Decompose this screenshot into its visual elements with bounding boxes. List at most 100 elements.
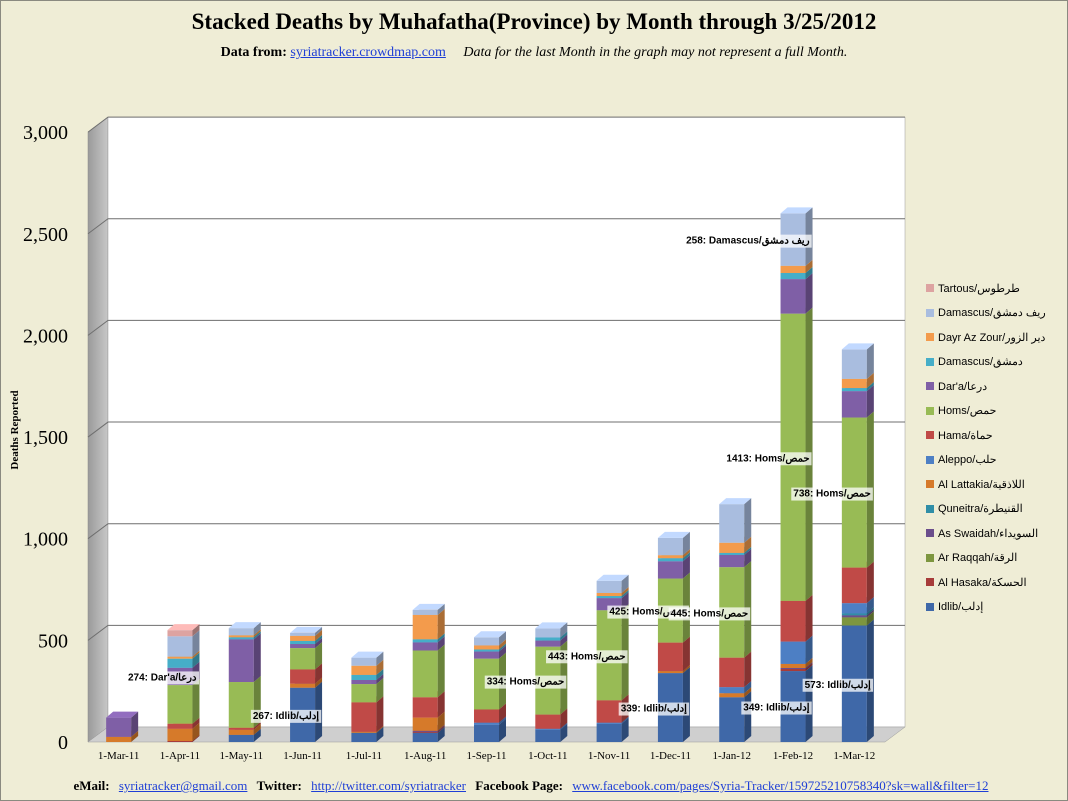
legend-item: Hama/حماة bbox=[926, 423, 1066, 448]
legend-item: Ar Raqqah/الرقة bbox=[926, 546, 1066, 571]
x-tick-label: 1-Sep-11 bbox=[467, 750, 507, 762]
legend-item: As Swaidah/السويداء bbox=[926, 521, 1066, 546]
facebook-label: Facebook Page: bbox=[475, 778, 563, 793]
svg-text:1413: Homs/حمص: 1413: Homs/حمص bbox=[726, 453, 809, 464]
bar-segment bbox=[228, 622, 261, 636]
bar-segment bbox=[412, 644, 445, 698]
legend-swatch bbox=[926, 406, 934, 415]
bar-segment bbox=[780, 273, 813, 314]
data-annotation: 339: Idlib/إدلب bbox=[618, 702, 690, 716]
legend-swatch bbox=[926, 357, 934, 366]
bar-segment bbox=[719, 498, 752, 543]
x-tick-label: 1-Mar-12 bbox=[833, 750, 875, 762]
legend-swatch bbox=[926, 431, 934, 440]
bar-segment bbox=[474, 631, 506, 646]
legend-swatch bbox=[926, 504, 934, 513]
svg-text:274: Dar'a/درعا: 274: Dar'a/درعا bbox=[128, 672, 197, 683]
legend-swatch bbox=[926, 333, 934, 342]
twitter-label: Twitter: bbox=[256, 778, 302, 793]
svg-text:339: Idlib/إدلب: 339: Idlib/إدلب bbox=[621, 704, 687, 715]
data-annotation: 334: Homs/حمص bbox=[484, 675, 567, 689]
y-tick-label: 1,000 bbox=[23, 529, 68, 551]
legend-item: Aleppo/حلب bbox=[926, 448, 1066, 473]
legend-item: Quneitra/القنيطرة bbox=[926, 497, 1066, 522]
legend-swatch bbox=[926, 529, 934, 538]
legend-item: Damascus/دمشق bbox=[926, 350, 1066, 375]
legend-label: As Swaidah/السويداء bbox=[938, 527, 1039, 540]
legend-label: Damascus/ريف دمشق bbox=[938, 307, 1046, 320]
gridline bbox=[87, 523, 905, 540]
legend-item: Dar'a/درعا bbox=[926, 374, 1066, 399]
gridline bbox=[87, 624, 905, 641]
x-tick-label: 1-Aug-11 bbox=[404, 750, 446, 762]
svg-text:334: Homs/حمص: 334: Homs/حمص bbox=[487, 677, 565, 688]
legend-swatch bbox=[926, 455, 934, 464]
data-source-link[interactable]: syriatracker.crowdmap.com bbox=[290, 45, 446, 60]
bar-segment bbox=[228, 633, 261, 683]
legend-swatch bbox=[926, 284, 934, 293]
gridline bbox=[87, 116, 905, 133]
legend-item: Dayr Az Zour/دير الزور bbox=[926, 325, 1066, 350]
legend-swatch bbox=[926, 382, 934, 391]
legend-label: Quneitra/القنيطرة bbox=[938, 503, 1023, 516]
y-tick-label: 0 bbox=[58, 732, 68, 754]
bar-segment bbox=[167, 624, 200, 637]
bar-segment bbox=[841, 343, 874, 379]
legend-label: Damascus/دمشق bbox=[938, 356, 1023, 369]
legend-label: Idlib/إدلب bbox=[938, 601, 984, 614]
data-annotation: 274: Dar'a/درعا bbox=[125, 671, 200, 685]
data-annotation: 738: Homs/حمص bbox=[791, 487, 873, 501]
gridline bbox=[87, 218, 905, 235]
chart-title: Stacked Deaths by Muhafatha(Province) by… bbox=[191, 9, 877, 34]
x-tick-label: 1-Jun-11 bbox=[283, 750, 322, 762]
x-tick-label: 1-Jul-11 bbox=[346, 750, 382, 762]
data-annotation: 349: Idlib/إدلب bbox=[741, 701, 812, 715]
svg-text:258: Damascus/ريف دمشق: 258: Damascus/ريف دمشق bbox=[686, 236, 810, 247]
x-tick-label: 1-Mar-11 bbox=[98, 750, 140, 762]
y-tick-label: 2,500 bbox=[23, 224, 68, 246]
svg-text:573: Idlib/إدلب: 573: Idlib/إدلب bbox=[805, 680, 871, 691]
legend-item: Al Hasaka/الحسكة bbox=[926, 570, 1066, 595]
footer: eMail: syriatracker@gmail.com Twitter: h… bbox=[0, 778, 1068, 794]
legend-item: Damascus/ريف دمشق bbox=[926, 301, 1066, 326]
data-from-label: Data from: bbox=[220, 45, 287, 60]
x-tick-label: 1-Dec-11 bbox=[650, 750, 691, 762]
data-annotation: 425: Homs/حمص bbox=[607, 605, 689, 619]
chart-legend: Tartous/طرطوس Damascus/ريف دمشق Dayr Az Zo… bbox=[926, 276, 1066, 619]
svg-text:738: Homs/حمص: 738: Homs/حمص bbox=[793, 489, 871, 500]
svg-text:443: Homs/حمص: 443: Homs/حمص bbox=[548, 651, 626, 662]
data-source-line: Data from: syriatracker.crowdmap.com Dat… bbox=[0, 45, 1068, 61]
bar-segment bbox=[719, 691, 752, 742]
legend-label: Tartous/طرطوس bbox=[938, 282, 1020, 295]
x-tick-label: 1-Oct-11 bbox=[528, 750, 567, 762]
x-tick-label: 1-May-11 bbox=[219, 750, 263, 762]
bar-segment bbox=[657, 531, 690, 556]
svg-text:349: Idlib/إدلب: 349: Idlib/إدلب bbox=[743, 703, 809, 714]
legend-item: Homs/حمص bbox=[926, 399, 1066, 424]
legend-swatch bbox=[926, 308, 934, 317]
legend-label: Homs/حمص bbox=[938, 405, 997, 418]
twitter-link[interactable]: http://twitter.com/syriatracker bbox=[311, 778, 467, 793]
bar-segment bbox=[290, 626, 323, 636]
bar-segment bbox=[106, 711, 139, 737]
legend-swatch bbox=[926, 602, 934, 611]
bar-segment bbox=[535, 622, 568, 638]
legend-swatch bbox=[926, 578, 934, 587]
legend-label: Al Hasaka/الحسكة bbox=[938, 576, 1027, 589]
legend-label: Dayr Az Zour/دير الزور bbox=[938, 331, 1046, 344]
gridline bbox=[87, 319, 905, 336]
bar-segment bbox=[841, 561, 874, 604]
legend-label: Hama/حماة bbox=[938, 429, 993, 442]
bar-segment bbox=[780, 594, 813, 642]
facebook-link[interactable]: www.facebook.com/pages/Syria-Tracker/159… bbox=[572, 778, 989, 793]
svg-text:267: Idlib/إدلب: 267: Idlib/إدلب bbox=[253, 711, 319, 722]
data-note: Data for the last Month in the graph may… bbox=[463, 45, 848, 60]
email-link[interactable]: syriatracker@gmail.com bbox=[118, 778, 248, 793]
x-tick-label: 1-Nov-11 bbox=[588, 750, 630, 762]
x-tick-label: 1-Jan-12 bbox=[712, 750, 751, 762]
y-tick-label: 3,000 bbox=[23, 122, 68, 144]
bar-segment bbox=[167, 679, 200, 724]
bar-segment bbox=[596, 574, 629, 593]
y-tick-label: 500 bbox=[38, 630, 68, 652]
